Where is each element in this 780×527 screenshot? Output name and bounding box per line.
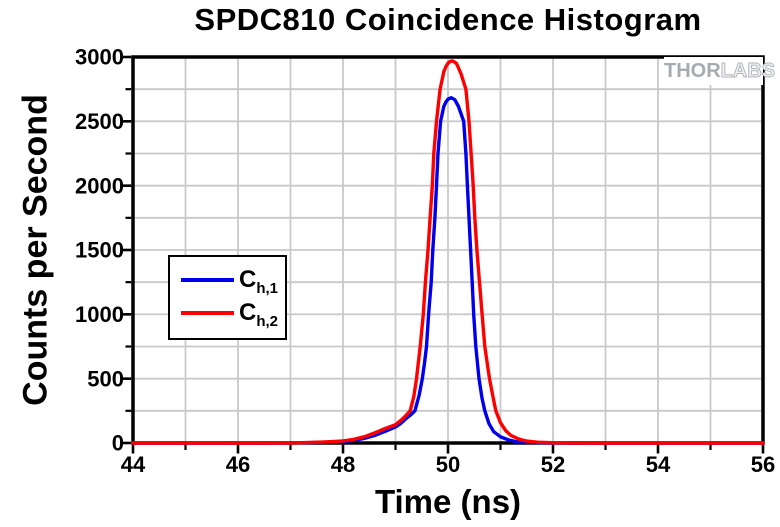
- x-tick-label: 54: [646, 452, 671, 477]
- thorlabs-logo: THORLABS: [664, 57, 776, 85]
- legend-line-blue: [181, 278, 234, 282]
- legend-label-ch2: Ch,2: [239, 299, 279, 330]
- x-tick-label: 46: [226, 452, 250, 477]
- legend: Ch,1 Ch,2: [168, 255, 287, 340]
- y-tick-label: 500: [87, 366, 124, 391]
- chart-title: SPDC810 Coincidence Histogram: [194, 2, 702, 37]
- x-tick-label: 44: [121, 452, 146, 477]
- x-tick-label: 48: [331, 452, 355, 477]
- x-tick-label: 52: [541, 452, 565, 477]
- legend-line-red: [181, 311, 234, 315]
- y-tick-label: 3000: [75, 45, 124, 70]
- legend-label-ch1: Ch,1: [239, 266, 279, 297]
- legend-item-ch1: Ch,1: [170, 265, 285, 297]
- curve-ch2: [131, 59, 765, 445]
- thorlabs-logo-labs: LABS: [720, 60, 776, 83]
- x-tick-label: 56: [751, 452, 775, 477]
- x-axis-title: Time (ns): [374, 483, 522, 520]
- y-tick-label: 2000: [75, 173, 124, 198]
- y-tick-label: 1500: [75, 238, 124, 263]
- x-tick-label: 50: [436, 452, 460, 477]
- y-tick-label: 0: [112, 431, 124, 456]
- thorlabs-logo-thor: THOR: [664, 60, 721, 82]
- y-tick-label: 2500: [75, 109, 124, 134]
- y-tick-label: 1000: [75, 302, 124, 327]
- legend-item-ch2: Ch,2: [170, 298, 285, 330]
